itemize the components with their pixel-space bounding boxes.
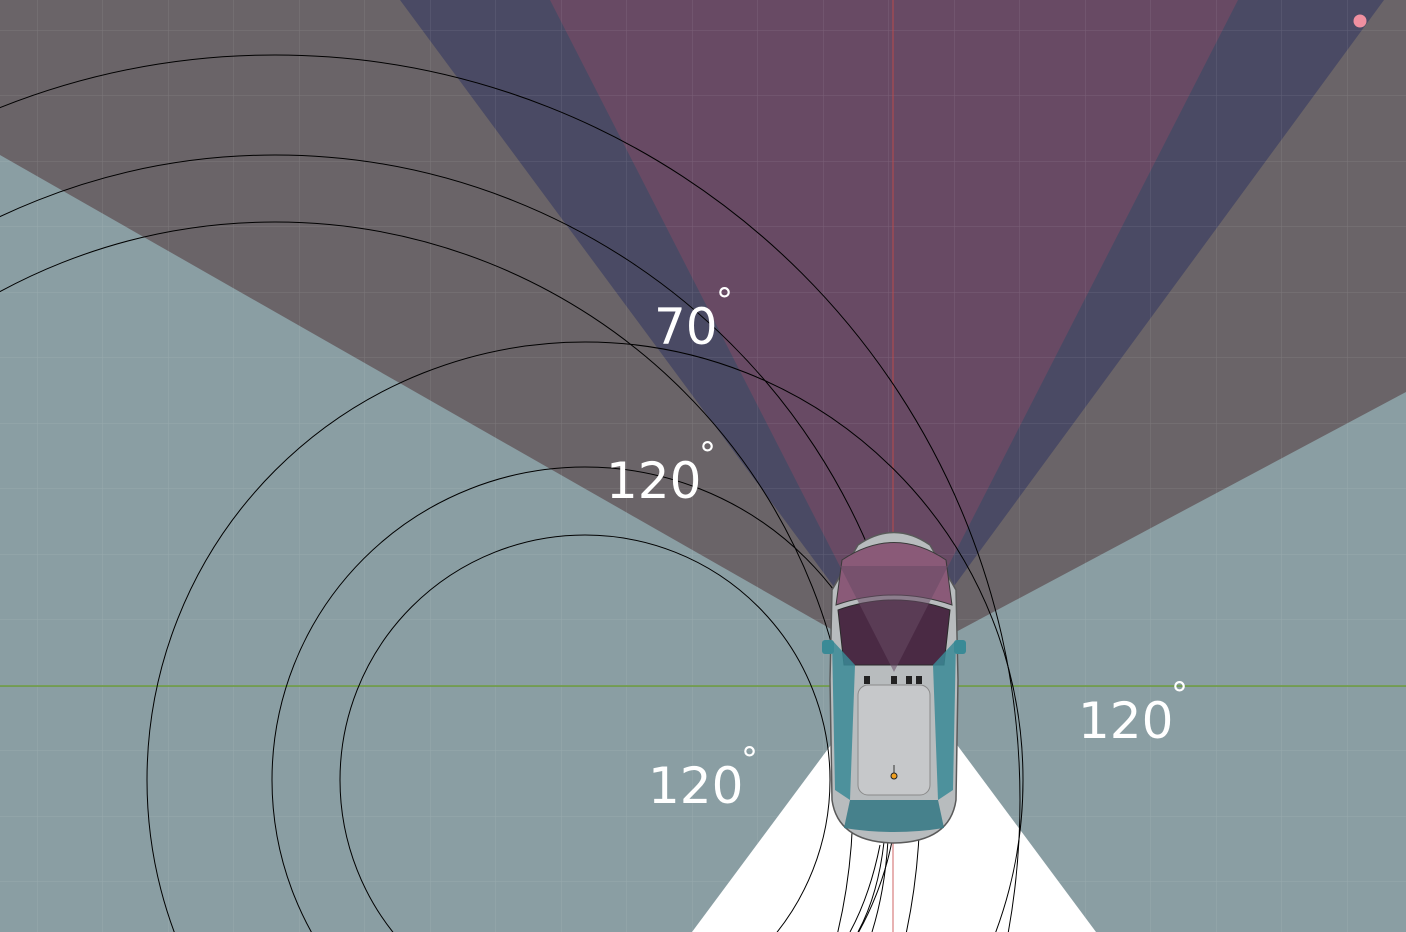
vehicle-roof bbox=[857, 684, 931, 796]
vehicle-left-side bbox=[832, 640, 855, 800]
degree-sign: ° bbox=[1171, 675, 1188, 715]
label-rear-left: 120 ° bbox=[648, 740, 758, 815]
vehicle-rear-window bbox=[844, 800, 944, 832]
fov-value-120-right: 120 bbox=[1078, 692, 1173, 750]
corner-indicator-dot bbox=[1353, 14, 1367, 28]
roof-sensor bbox=[916, 676, 922, 684]
roof-sensor bbox=[864, 676, 870, 684]
degree-sign: ° bbox=[699, 435, 716, 475]
label-front-narrow: 70 ° bbox=[654, 281, 733, 356]
label-front-wide: 120 ° bbox=[606, 435, 716, 510]
range-ring bbox=[0, 54, 1021, 932]
narrow-cone-overlay bbox=[840, 566, 948, 672]
roof-sensor bbox=[891, 676, 897, 684]
roof-sensor bbox=[906, 676, 912, 684]
range-ring bbox=[146, 341, 1024, 932]
fov-value-70: 70 bbox=[654, 298, 718, 356]
range-ring bbox=[339, 534, 831, 932]
rear-trails bbox=[849, 839, 889, 932]
origin-marker bbox=[890, 772, 898, 780]
fov-value-120-front: 120 bbox=[606, 452, 701, 510]
degree-sign: ° bbox=[716, 281, 733, 321]
degree-sign: ° bbox=[741, 740, 758, 780]
label-side-right: 120 ° bbox=[1078, 675, 1188, 750]
vehicle-right-side bbox=[933, 640, 956, 800]
fov-value-120-left: 120 bbox=[648, 757, 743, 815]
vehicle-right-mirror bbox=[954, 640, 966, 654]
vehicle-left-mirror bbox=[822, 640, 834, 654]
